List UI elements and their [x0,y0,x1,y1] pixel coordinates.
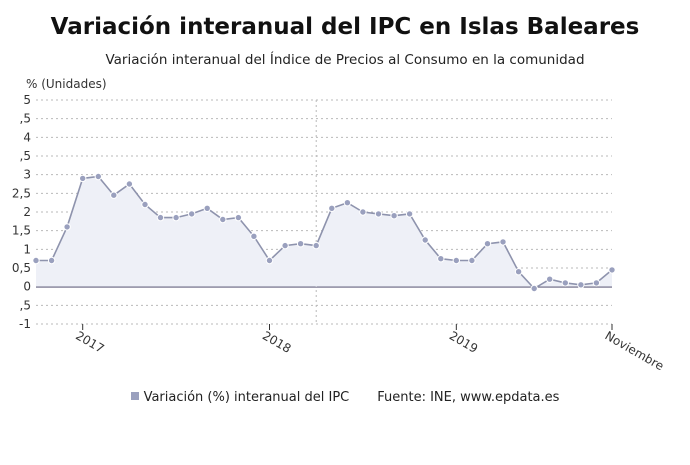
series-area [36,176,612,289]
data-point [421,236,429,244]
data-points [32,172,616,293]
x-axis-ticks: 2017 2018 2019 Noviembre [73,324,666,373]
y-tick-label: 0 [23,280,31,294]
data-point [343,199,352,207]
y-tick-label: 2,5 [12,186,31,200]
data-point [608,266,616,274]
x-tick-label: 2017 [73,328,106,355]
data-point [203,204,211,213]
data-point [561,279,569,287]
data-point [530,284,538,293]
data-point [312,241,320,250]
data-point [546,275,554,283]
data-point [359,208,367,216]
data-point [437,255,445,263]
data-point [32,256,40,265]
data-point [390,212,398,220]
y-tick-label: 2 [23,205,31,219]
y-axis-ticks: 5,54,532,521,510,50,5-1 [12,93,31,331]
legend: Variación (%) interanual del IPC Fuente: … [0,390,690,405]
data-point [63,223,71,231]
y-tick-label: ,5 [20,112,31,126]
data-point [188,210,196,218]
data-point [468,256,476,265]
legend-swatch-icon [130,392,139,400]
chart-title: Variación interanual del IPC en Islas Ba… [50,14,640,40]
y-tick-label: -1 [19,317,31,331]
data-point [110,191,118,199]
x-tick-label: Noviembre [603,328,667,373]
data-point [514,268,523,276]
y-tick-label: 1 [23,242,31,256]
series-line [36,175,613,290]
data-point [79,174,87,183]
ipc-line-chart: 5,54,532,521,510,50,5-1 2017 2018 2019 Novi… [12,77,666,373]
data-point [483,240,492,248]
y-tick-label: ,5 [20,298,31,312]
data-point [141,200,149,209]
legend-series-label: Variación (%) interanual del IPC [143,390,350,405]
data-point [156,213,165,222]
source-note: Fuente: INE, www.epdata.es [377,390,560,405]
data-point [374,210,383,218]
data-point [234,213,243,222]
x-tick-label: 2019 [447,328,480,355]
data-point [592,279,601,287]
y-tick-label: 4 [23,130,31,144]
data-point [452,256,460,265]
area-fill [36,176,612,289]
data-point [405,210,414,218]
y-tick-label: 5 [23,93,31,107]
x-tick-label: 2018 [260,328,293,355]
data-point [296,240,305,248]
y-tick-label: ,5 [20,149,31,163]
data-point [499,238,507,246]
chart-subtitle: Variación interanual del Índice de Preci… [105,52,585,68]
y-tick-label: 1,5 [12,224,31,238]
data-point [281,241,289,250]
data-point [125,180,134,188]
data-point [250,232,258,241]
data-point [219,215,227,224]
data-point [172,213,180,222]
data-point [47,256,56,265]
series-polyline [36,175,613,290]
data-point [94,172,103,181]
data-point [328,204,336,213]
data-point [577,281,585,289]
y-tick-label: 3 [23,168,31,182]
y-axis-label: % (Unidades) [26,77,107,91]
data-point [265,256,274,265]
y-tick-label: 0,5 [12,261,31,275]
